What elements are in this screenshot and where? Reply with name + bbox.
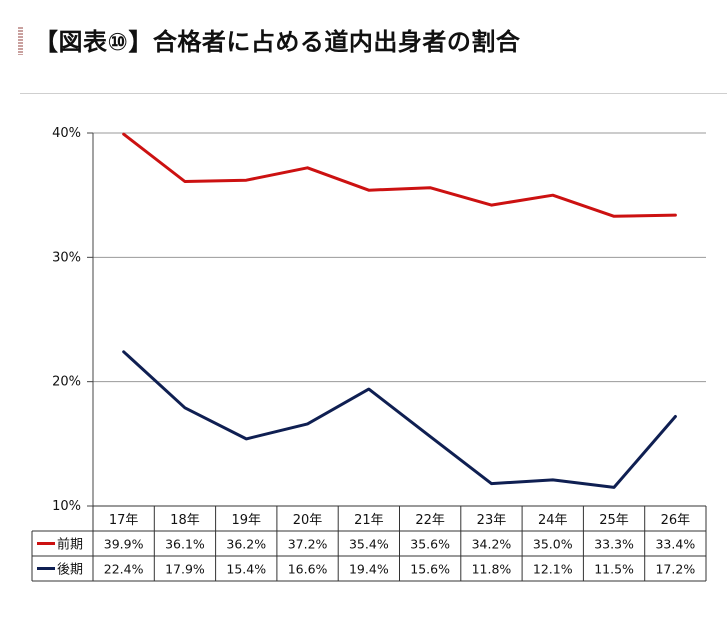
data-label: 17.2%	[655, 562, 695, 577]
category-label: 24年	[538, 513, 568, 528]
legend-label: 後期	[57, 563, 83, 578]
page-title: 【図表⑩】合格者に占める道内出身者の割合	[34, 28, 521, 56]
category-label: 20年	[293, 513, 323, 528]
data-label: 37.2%	[288, 537, 328, 552]
data-label: 12.1%	[533, 562, 573, 577]
data-label: 17.9%	[165, 562, 205, 577]
data-label: 33.4%	[655, 537, 695, 552]
data-label: 36.2%	[226, 537, 266, 552]
data-label: 22.4%	[104, 562, 144, 577]
data-label: 35.4%	[349, 537, 389, 552]
category-label: 23年	[477, 513, 507, 528]
category-label: 18年	[170, 513, 200, 528]
category-label: 21年	[354, 513, 384, 528]
data-label: 11.5%	[594, 562, 634, 577]
legend-label: 前期	[57, 537, 83, 553]
data-label: 35.6%	[410, 537, 450, 552]
data-label: 36.1%	[165, 537, 205, 552]
data-label: 19.4%	[349, 562, 389, 577]
y-tick-label: 20%	[52, 375, 81, 390]
header-divider	[20, 93, 727, 94]
data-label: 35.0%	[533, 537, 573, 552]
category-label: 17年	[109, 513, 139, 528]
data-label: 39.9%	[104, 537, 144, 552]
data-label: 11.8%	[472, 562, 512, 577]
category-label: 22年	[415, 513, 445, 528]
y-tick-label: 30%	[52, 250, 81, 265]
data-label: 15.4%	[226, 562, 266, 577]
data-label: 15.6%	[410, 562, 450, 577]
data-label: 34.2%	[472, 537, 512, 552]
category-label: 19年	[231, 513, 261, 528]
series-line-zenki	[122, 132, 677, 218]
series-line-kouki	[122, 350, 677, 489]
title-accent-bar	[18, 27, 23, 55]
data-label: 33.3%	[594, 537, 634, 552]
header: 【図表⑩】合格者に占める道内出身者の割合	[0, 0, 727, 95]
category-label: 25年	[599, 513, 629, 528]
category-label: 26年	[661, 513, 691, 528]
y-tick-label: 10%	[52, 499, 81, 514]
y-tick-label: 40%	[52, 126, 81, 141]
data-label: 16.6%	[288, 562, 328, 577]
